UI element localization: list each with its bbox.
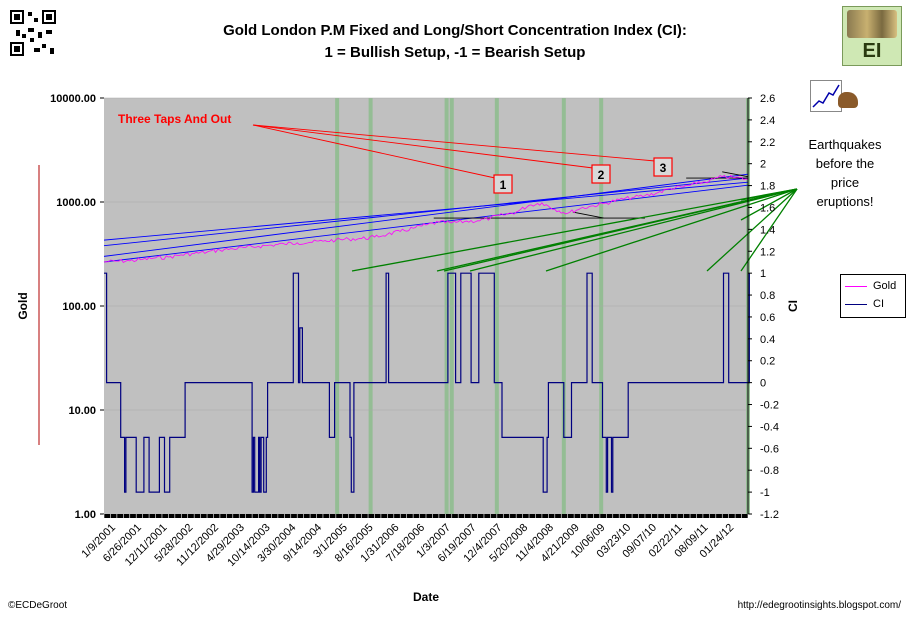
tap-label: 1 bbox=[500, 178, 507, 192]
right-axis-tick-label: 0.6 bbox=[760, 312, 775, 324]
trend-line bbox=[103, 181, 749, 241]
right-axis-tick-label: 1.2 bbox=[760, 246, 775, 258]
right-axis-tick-label: 1.8 bbox=[760, 181, 775, 193]
gold-series-line bbox=[103, 174, 749, 264]
legend-swatch-gold bbox=[845, 286, 867, 287]
right-axis: 2.6 2.4 2.2 2 1.8 1.6 1.4 1.2 1 0.8 0.6 0.4 0.2 0 -0.2… bbox=[747, 93, 779, 521]
trend-line bbox=[103, 184, 749, 263]
trend-lines bbox=[103, 171, 749, 263]
earthquake-note: Earthquakes before the price eruptions! bbox=[800, 135, 890, 211]
blog-url[interactable]: http://edegrootinsights.blogspot.com/ bbox=[737, 600, 901, 611]
ci-series-line bbox=[104, 272, 750, 493]
right-axis-tick-label: 0 bbox=[760, 378, 766, 390]
chart-title: Gold London P.M Fixed and Long/Short Con… bbox=[150, 20, 760, 64]
support-line bbox=[572, 211, 604, 219]
right-axis-tick-label: -0.6 bbox=[760, 443, 779, 455]
right-axis-tick-label: 2 bbox=[760, 159, 766, 171]
x-axis-title: Date bbox=[413, 590, 439, 604]
left-axis-tick-label: 1000.00 bbox=[56, 197, 96, 209]
right-axis-tick-label: -0.2 bbox=[760, 400, 779, 412]
tap-pointer-line bbox=[252, 124, 656, 162]
support-line bbox=[722, 171, 749, 178]
y-right-axis-title: CI bbox=[786, 300, 800, 312]
earthquake-pointer-line bbox=[443, 188, 798, 272]
legend-swatch-ci bbox=[845, 304, 867, 305]
tap-box bbox=[653, 157, 673, 177]
tap-label: 2 bbox=[598, 168, 605, 182]
right-axis-tick-label: 1.4 bbox=[760, 224, 775, 236]
right-axis-tick-label: -0.8 bbox=[760, 465, 779, 477]
right-axis-tick-label: 2.4 bbox=[760, 115, 775, 127]
earthquake-note-line: before the bbox=[815, 156, 875, 171]
earthquake-note-line: eruptions! bbox=[816, 194, 874, 209]
earthquake-note-line: price bbox=[830, 175, 860, 190]
y-left-axis-title: Gold bbox=[16, 292, 30, 319]
legend: Gold CI bbox=[840, 274, 906, 318]
tap-box bbox=[493, 174, 513, 194]
right-axis-tick-label: 1 bbox=[760, 268, 766, 280]
legend-item-gold: Gold bbox=[845, 279, 905, 295]
annotation-taps: Three Taps And Out bbox=[118, 112, 231, 126]
annotations: Three Taps And Out 1 2 3 bbox=[118, 112, 798, 272]
ei-logo: EI bbox=[842, 6, 902, 66]
right-axis-tick-label: 2.6 bbox=[760, 93, 775, 105]
earthquake-pointer-line bbox=[740, 188, 798, 221]
left-axis-tick-label: 10.00 bbox=[68, 405, 96, 417]
chart-title-line1: Gold London P.M Fixed and Long/Short Con… bbox=[223, 22, 687, 39]
earthquake-pointer-line bbox=[351, 188, 798, 272]
earthquake-pointer-line bbox=[706, 188, 798, 272]
ei-logo-text: EI bbox=[862, 40, 882, 62]
legend-label-ci: CI bbox=[873, 298, 884, 310]
right-axis-tick-label: -1 bbox=[760, 487, 770, 499]
x-axis: 1/9/20016/26/200112/11/20015/28/200211/1… bbox=[79, 514, 749, 569]
right-axis-tick-label: -0.4 bbox=[760, 421, 779, 433]
qr-code-image bbox=[8, 8, 58, 58]
left-axis-tick-label: 1.00 bbox=[75, 509, 96, 521]
right-axis-tick-label: 0.2 bbox=[760, 356, 775, 368]
rising-chart-icon bbox=[810, 80, 842, 112]
trend-line bbox=[103, 173, 749, 257]
gridlines bbox=[104, 97, 748, 411]
legend-item-ci: CI bbox=[845, 297, 905, 313]
legend-label-gold: Gold bbox=[873, 280, 897, 292]
tap-pointer-line bbox=[252, 124, 496, 179]
right-axis-tick-label: 0.4 bbox=[760, 334, 775, 346]
left-axis-tick-label: 10000.00 bbox=[50, 93, 96, 105]
earthquake-pointer-line bbox=[740, 188, 798, 201]
left-axis: 10000.00 1000.00 100.00 10.00 1.00 bbox=[50, 93, 104, 521]
right-axis-tick-label: 1.6 bbox=[760, 202, 775, 214]
bull-icon bbox=[838, 92, 858, 108]
coin-image bbox=[847, 10, 897, 38]
right-axis-tick-label: 0.8 bbox=[760, 290, 775, 302]
earthquake-pointer-line bbox=[545, 188, 798, 272]
trend-line bbox=[103, 177, 749, 247]
chart-title-line2: 1 = Bullish Setup, -1 = Bearish Setup bbox=[324, 44, 586, 61]
tap-label: 3 bbox=[660, 161, 667, 175]
copyright-text: ©ECDeGroot bbox=[8, 600, 68, 611]
left-axis-tick-label: 100.00 bbox=[62, 301, 96, 313]
tap-box bbox=[591, 164, 611, 184]
earthquake-note-line: Earthquakes bbox=[808, 137, 882, 152]
right-axis-tick-label: 2.2 bbox=[760, 137, 775, 149]
earthquake-pointer-line bbox=[469, 188, 798, 272]
tap-pointer-line bbox=[252, 124, 594, 169]
earthquake-pointer-line bbox=[740, 188, 798, 272]
right-axis-tick-label: -1.2 bbox=[760, 509, 779, 521]
